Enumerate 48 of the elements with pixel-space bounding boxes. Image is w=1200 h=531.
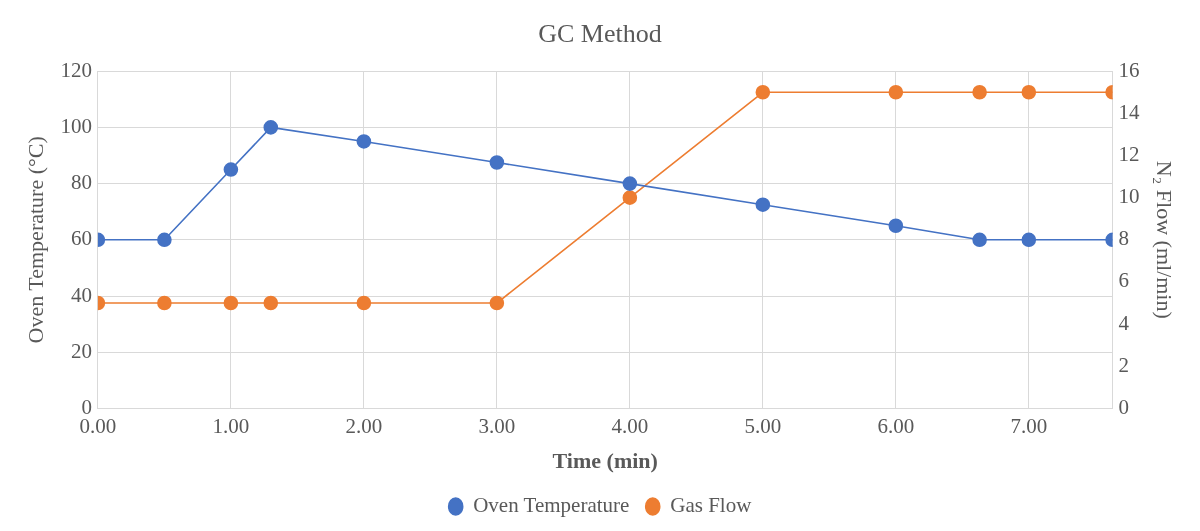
y-tick-label: 120 bbox=[60, 57, 92, 82]
y-tick-label: 80 bbox=[70, 170, 92, 195]
y2-tick-label: 2 bbox=[1118, 352, 1130, 377]
y-axis-title: Oven Temperature (°C) bbox=[22, 136, 48, 344]
x-tick-label: 7.00 bbox=[1010, 413, 1048, 438]
point bbox=[157, 295, 172, 311]
legend-label: Oven Temperature bbox=[473, 493, 630, 518]
y2-tick-label: 16 bbox=[1118, 57, 1140, 82]
point bbox=[755, 197, 771, 212]
y2-axis-title: N₂ Flow (ml/min) bbox=[1152, 160, 1178, 319]
x-axis-title: Time (min) bbox=[552, 448, 658, 474]
y-tick-label: 40 bbox=[70, 282, 92, 307]
point bbox=[157, 232, 172, 248]
y-tick-label: 20 bbox=[70, 338, 92, 363]
point bbox=[622, 176, 638, 191]
y2-tick-label: 8 bbox=[1118, 226, 1130, 251]
y2-tick-label: 0 bbox=[1118, 394, 1130, 419]
x-tick-label: 4.00 bbox=[611, 413, 649, 438]
point bbox=[223, 162, 239, 177]
point bbox=[263, 295, 279, 311]
x-tick-label: 5.00 bbox=[744, 413, 782, 438]
point bbox=[888, 84, 904, 100]
point bbox=[1021, 232, 1037, 248]
point bbox=[888, 218, 904, 234]
y2-tick-label: 10 bbox=[1118, 184, 1140, 209]
legend-label: Gas Flow bbox=[670, 493, 753, 518]
point bbox=[972, 232, 987, 248]
y-tick-label: 60 bbox=[70, 226, 92, 251]
point bbox=[972, 84, 987, 100]
y2-tick-label: 14 bbox=[1118, 99, 1141, 124]
x-tick-label: 3.00 bbox=[478, 413, 516, 438]
point bbox=[489, 295, 505, 311]
y2-tick-label: 4 bbox=[1118, 310, 1130, 335]
point bbox=[356, 134, 372, 149]
point bbox=[755, 84, 771, 100]
point bbox=[622, 190, 638, 205]
y-tick-label: 100 bbox=[60, 113, 92, 138]
x-tick-label: 2.00 bbox=[345, 413, 383, 438]
point bbox=[223, 295, 239, 311]
point bbox=[356, 295, 372, 311]
point bbox=[489, 155, 505, 170]
x-tick-label: 1.00 bbox=[212, 413, 250, 438]
point bbox=[263, 120, 279, 135]
y2-tick-label: 12 bbox=[1118, 142, 1140, 167]
x-tick-label: 6.00 bbox=[877, 413, 915, 438]
chart-title: GC Method bbox=[538, 19, 662, 49]
point bbox=[1021, 84, 1037, 100]
y2-tick-label: 6 bbox=[1118, 268, 1130, 293]
